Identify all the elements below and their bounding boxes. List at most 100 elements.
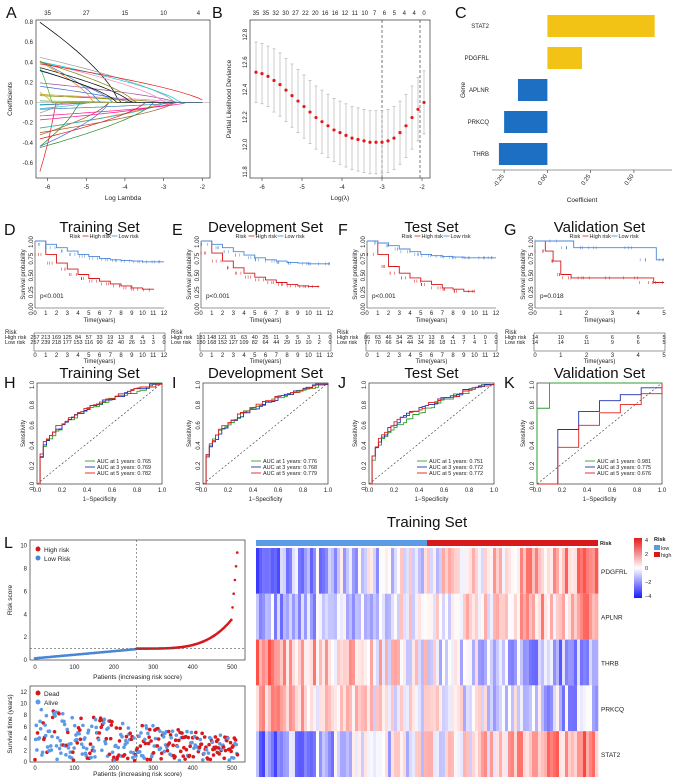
heatmap-cell (529, 548, 533, 594)
panel-label-i: I (172, 375, 176, 392)
heatmap-cell (589, 593, 593, 640)
x-tick-label: 0.4 (583, 488, 592, 494)
dead-point (173, 754, 177, 759)
km-curve-high (35, 240, 154, 290)
risk-count-low: 0 (328, 340, 331, 346)
risk-count-high: 6 (585, 335, 588, 341)
heatmap-cell (307, 548, 311, 594)
alive-point (55, 757, 59, 762)
heatmap-cell (544, 593, 548, 640)
risk-point (232, 592, 235, 596)
y-tick-label: 0.4 (196, 441, 202, 450)
alive-point (48, 744, 53, 748)
heatmap-cell (379, 685, 383, 732)
km-curve-high (535, 240, 664, 283)
heatmap-cell (358, 593, 362, 640)
deviance-point (374, 140, 378, 144)
x-tick-label: 0.00 (537, 173, 549, 187)
risk-x-tick: 5 (662, 353, 666, 359)
heatmap-cell (577, 548, 581, 594)
heatmap-cell (430, 685, 434, 732)
heatmap-cell (301, 731, 305, 777)
dead-point (223, 748, 228, 753)
risk-score-frame (29, 539, 246, 661)
roc-legend-label: AUC at 5 years: 0.772 (429, 471, 483, 477)
top-tick-label: 35 (253, 11, 260, 17)
roc-curve-2 (203, 383, 329, 485)
heatmap-cell (529, 639, 533, 686)
y-tick-label: 12.2 (243, 111, 249, 123)
dead-point (216, 737, 220, 742)
risk-x-label: Time(years) (84, 359, 116, 365)
x-tick-label: 0.4 (249, 488, 258, 494)
alive-point (93, 717, 98, 722)
alive-point (218, 733, 223, 737)
gene-label: PRKCQ (468, 120, 490, 126)
panel-label-h: H (4, 375, 16, 392)
heatmap-cell (472, 548, 476, 594)
heatmap-cell (502, 548, 506, 594)
risk-x-tick: 7 (109, 353, 113, 359)
heatmap-cell (517, 639, 521, 686)
deviance-point (314, 115, 318, 120)
top-tick-label: 16 (322, 11, 329, 17)
heatmap-cell (304, 639, 308, 686)
heatmap-cell (373, 685, 377, 732)
heatmap-cell (358, 548, 362, 594)
x-tick-label: 500 (227, 665, 238, 671)
y-tick-label: 11.8 (243, 166, 249, 178)
risk-count-low: 19 (295, 340, 301, 346)
y-tick-label: 0.2 (530, 461, 536, 470)
risk-count-low: 127 (229, 340, 238, 346)
heatmap-cell (526, 593, 530, 640)
y-tick-label: 0.50 (529, 269, 535, 281)
top-tick-label: 15 (122, 11, 129, 17)
heatmap-cell (469, 548, 473, 594)
legend-title: Risk (70, 234, 81, 240)
heatmap-title: Training Set (387, 514, 468, 531)
heatmap-cell (322, 593, 326, 640)
risk-count-low: 10 (305, 340, 311, 346)
heatmap-cell (277, 685, 281, 732)
y-tick-label: 0.0 (196, 481, 202, 490)
alive-point (200, 758, 205, 762)
heatmap-cell (541, 593, 545, 640)
roc-legend-label: AUC at 1 years: 0.981 (597, 459, 651, 465)
heatmap-cell (562, 685, 566, 732)
dead-point (124, 734, 129, 739)
heatmap-cell (406, 685, 410, 732)
heatmap-cell (556, 731, 560, 777)
risk-x-tick: 0 (365, 353, 369, 359)
heatmap-cell (361, 685, 365, 732)
risk-x-tick: 12 (493, 353, 500, 359)
heatmap-cell (484, 593, 488, 640)
dead-point (178, 749, 183, 754)
risk-x-tick: 7 (441, 353, 445, 359)
alive-point (86, 728, 91, 733)
heatmap-cell (571, 639, 575, 686)
heatmap-cell (493, 639, 497, 686)
heatmap-cell (343, 685, 347, 732)
heatmap-cell (577, 639, 581, 686)
x-tick-label: 2 (387, 311, 391, 317)
risk-count-high: 25 (407, 335, 413, 341)
alive-point (174, 733, 179, 737)
alive-point (83, 736, 87, 740)
legend-low-label: low (661, 546, 669, 552)
coef-bar (547, 15, 655, 37)
heatmap-cell (523, 548, 527, 594)
alive-point (62, 719, 66, 724)
heatmap-cell (442, 639, 446, 686)
heatmap-cell (466, 639, 470, 686)
heatmap-cell (322, 548, 326, 594)
heatmap-cell (382, 548, 386, 594)
dead-point (217, 752, 221, 756)
heatmap-cell (262, 685, 266, 732)
y-axis-label: Sensitivity (21, 420, 27, 447)
y-tick-label: 0.75 (529, 252, 535, 264)
roc-curve-3 (369, 383, 495, 485)
y-axis-label: Sensitivity (353, 420, 359, 447)
heatmap-cell (553, 685, 557, 732)
x-tick-label: 3 (66, 311, 70, 317)
heatmap-cell (370, 639, 374, 686)
